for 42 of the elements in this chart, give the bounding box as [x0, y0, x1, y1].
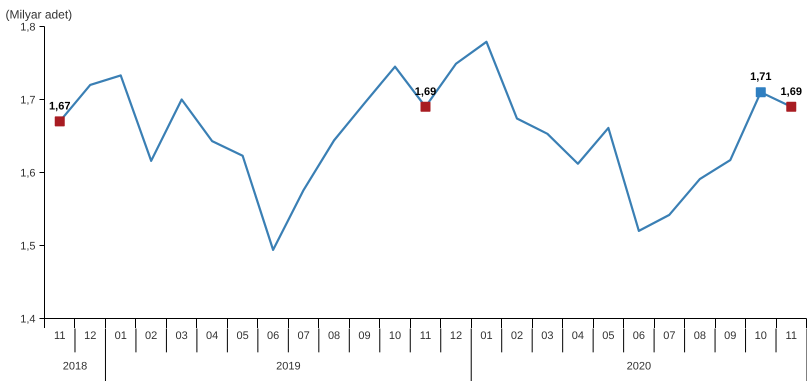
data-label: 1,71 [750, 71, 772, 84]
x-tick-label: 09 [724, 330, 736, 342]
y-tick-label: 1,4 [20, 314, 36, 326]
x-tick-label: 09 [358, 330, 371, 342]
y-tick-label: 1,5 [20, 240, 36, 252]
x-tick-label: 02 [145, 330, 158, 342]
x-tick-label: 10 [754, 330, 767, 342]
x-tick-label: 10 [388, 330, 402, 342]
data-label: 1,67 [49, 100, 70, 112]
x-tick-label: 02 [510, 330, 524, 342]
x-tick-label: 05 [236, 330, 249, 342]
x-tick-label: 08 [694, 330, 706, 342]
data-label: 1,69 [414, 86, 436, 98]
x-tick-label: 11 [54, 330, 66, 342]
x-tick-label: 11 [786, 330, 797, 342]
x-tick-label: 06 [266, 330, 280, 342]
x-tick-label: 12 [84, 330, 96, 342]
text: 2018 [62, 360, 88, 373]
data-label: 1,69 [780, 86, 802, 98]
x-tick-label: 01 [114, 330, 127, 342]
point [786, 102, 796, 112]
point [420, 102, 430, 112]
x-tick-label: 11 [420, 330, 432, 342]
x-tick-label: 12 [450, 330, 462, 342]
x-tick-label: 08 [328, 330, 340, 342]
x-tick-label: 03 [541, 330, 554, 342]
y-tick-label: 1,6 [20, 168, 36, 180]
x-tick-label: 07 [663, 330, 676, 342]
point [54, 116, 65, 126]
x-tick-label: 06 [632, 330, 645, 342]
x-tick-label: 04 [572, 330, 584, 342]
point [756, 87, 766, 98]
y-tick-label: 1,7 [20, 94, 36, 106]
text: 2019 [276, 360, 301, 373]
x-tick-label: 05 [602, 330, 615, 342]
text: 2020 [626, 360, 652, 373]
x-tick-label: 03 [176, 330, 188, 342]
x-tick-label: 07 [297, 330, 310, 342]
y-axis-title: (Milyar adet) [6, 8, 72, 22]
x-tick-label: 04 [206, 330, 218, 342]
x-tick-label: 01 [480, 330, 493, 342]
y-tick-label: 1,8 [20, 22, 36, 34]
